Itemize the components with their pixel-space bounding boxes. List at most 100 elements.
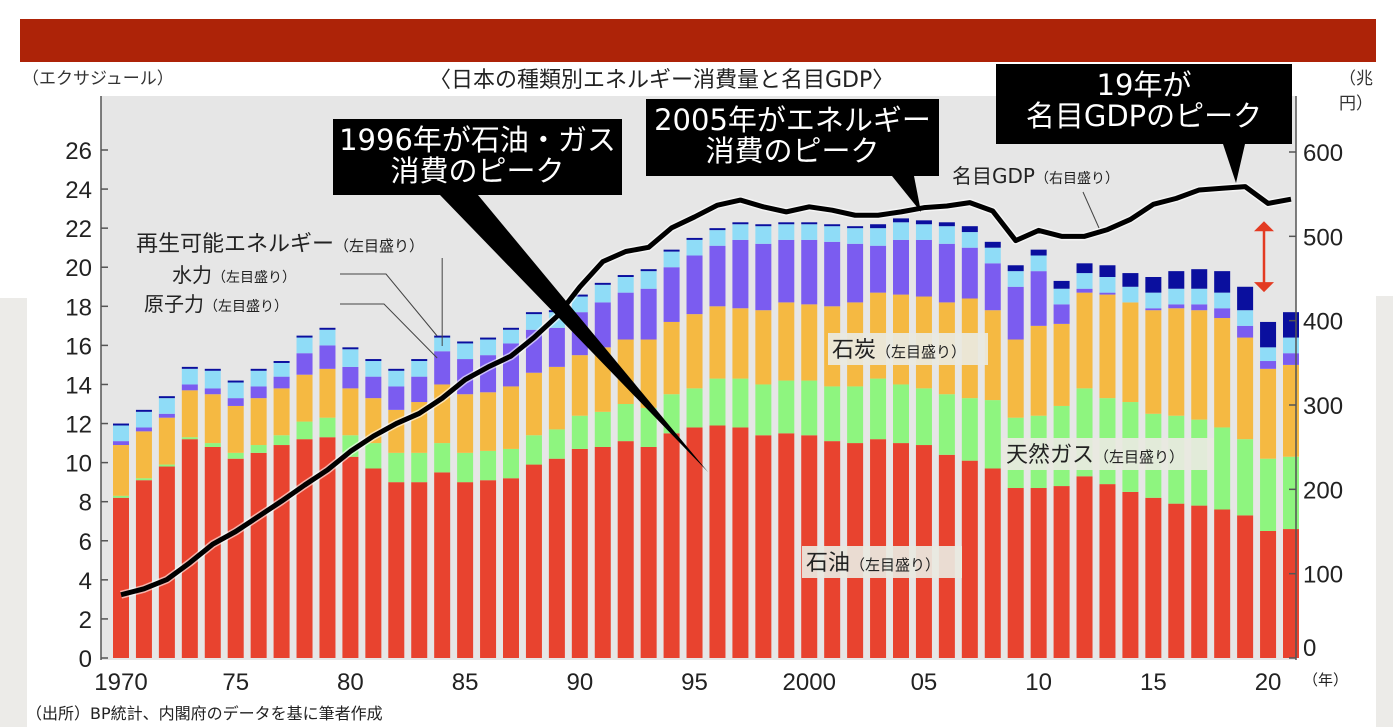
bar-hydro-2019 <box>1237 310 1254 326</box>
bar-stack-1984 <box>434 335 451 658</box>
bar-oil-2013 <box>1099 484 1116 658</box>
bar-hydro-1996 <box>709 230 726 246</box>
y-tick-label-12: 12 <box>65 412 92 439</box>
y-tick-label-4: 4 <box>79 568 92 595</box>
callout-line-energy-peak-1: 消費のピーク <box>705 134 879 168</box>
callout-box-energy-peak <box>646 99 939 176</box>
bar-natural_gas-1991 <box>594 411 611 447</box>
bar-coal-1970 <box>113 445 129 496</box>
bar-hydro-2013 <box>1099 277 1116 293</box>
chart-title: 〈日本の種類別エネルギー消費量と名目GDP〉 <box>429 68 895 93</box>
bar-renewables-2010 <box>1030 249 1047 256</box>
series-label-bg-natural_gas <box>1002 438 1214 470</box>
bar-coal-1985 <box>457 394 474 453</box>
bar-coal-1993 <box>640 339 657 408</box>
bar-nuclear-1975 <box>227 398 244 406</box>
bar-hydro-1985 <box>457 343 474 360</box>
bar-natural_gas-1992 <box>617 404 634 442</box>
bar-oil-1972 <box>158 466 175 658</box>
x-tick-label-1970: 1970 <box>94 669 147 696</box>
bar-renewables-1971 <box>135 409 152 412</box>
bar-stack-1995 <box>686 237 703 658</box>
bar-renewables-1973 <box>181 366 198 369</box>
bar-stack-1972 <box>158 396 175 658</box>
bar-nuclear-1983 <box>411 376 428 403</box>
axis-note-oil: （左目盛り） <box>850 556 940 574</box>
y-tick-label-16: 16 <box>65 333 92 360</box>
bar-coal-1988 <box>525 372 542 436</box>
bar-oil-1971 <box>135 480 152 658</box>
bar-oil-1986 <box>480 480 497 658</box>
bar-renewables-1978 <box>296 335 313 338</box>
bar-oil-1990 <box>571 448 588 658</box>
bar-stack-2000 <box>801 222 818 658</box>
bar-natural_gas-2019 <box>1237 439 1254 516</box>
bar-renewables-1981 <box>365 359 382 362</box>
bar-stack-1975 <box>227 380 244 658</box>
bar-renewables-1979 <box>319 327 336 330</box>
x-tick-label-2000: 2000 <box>783 669 836 696</box>
y-tick-label-0: 0 <box>79 646 92 673</box>
bar-stack-1996 <box>709 228 726 658</box>
bar-renewables-1992 <box>617 275 634 277</box>
bar-hydro-1993 <box>640 271 657 289</box>
bar-oil-2021 <box>1283 529 1299 658</box>
bar-coal-1977 <box>273 388 290 436</box>
bar-renewables-1980 <box>342 347 359 350</box>
bar-natural_gas-1979 <box>319 417 336 438</box>
bar-nuclear-1980 <box>342 366 359 389</box>
bar-natural_gas-1976 <box>250 445 267 453</box>
right-background-panel <box>1376 296 1393 727</box>
bar-stack-2009 <box>1007 265 1024 658</box>
bar-natural_gas-1983 <box>411 452 428 483</box>
axis-note-coal: （左目盛り） <box>876 343 966 361</box>
bar-stack-2003 <box>870 224 887 658</box>
bar-natural_gas-2007 <box>961 398 978 461</box>
bar-natural_gas-1982 <box>388 452 405 483</box>
bar-renewables-2018 <box>1214 271 1231 293</box>
series-label-text-nuclear: 原子力（左目盛り） <box>144 292 288 316</box>
bar-stack-1985 <box>457 341 474 658</box>
bar-oil-1978 <box>296 439 313 658</box>
callout-line-gdp-peak-1: 名目GDPのピーク <box>1026 99 1262 133</box>
callout-line-gdp-peak-0: 19年が <box>1097 68 1192 102</box>
bar-renewables-2011 <box>1053 280 1070 289</box>
bar-renewables-1988 <box>525 312 542 315</box>
bar-stack-1971 <box>135 409 152 658</box>
callout-line-energy-peak-0: 2005年がエネルギー <box>654 103 931 137</box>
bar-renewables-1993 <box>640 269 657 272</box>
bar-natural_gas-1985 <box>457 452 474 483</box>
left-background-panel <box>0 298 27 727</box>
bar-nuclear-2020 <box>1260 361 1277 369</box>
bar-stack-1998 <box>755 224 772 658</box>
callout-pointer-oil-gas-peak <box>440 195 708 472</box>
bar-natural_gas-1972 <box>158 464 175 467</box>
bar-nuclear-1994 <box>663 267 680 322</box>
bar-nuclear-1971 <box>135 427 152 432</box>
bar-renewables-1982 <box>388 368 405 371</box>
bar-renewables-1987 <box>503 327 519 330</box>
bar-oil-1980 <box>342 456 359 658</box>
y-tick-label-10: 10 <box>65 451 92 478</box>
bar-coal-1996 <box>709 306 726 379</box>
bar-coal-2017 <box>1191 310 1208 420</box>
bar-coal-2018 <box>1214 318 1231 428</box>
bar-nuclear-1981 <box>365 376 382 399</box>
bar-stack-1970 <box>113 423 129 658</box>
x-axis-unit: （年） <box>1303 671 1348 689</box>
bar-hydro-2018 <box>1214 292 1231 309</box>
bar-coal-2009 <box>1007 339 1024 418</box>
bar-nuclear-2019 <box>1237 325 1254 338</box>
bar-coal-1973 <box>181 390 198 438</box>
bar-hydro-2015 <box>1145 292 1162 309</box>
bar-natural_gas-1970 <box>113 495 129 498</box>
bar-stack-2001 <box>824 224 841 658</box>
bar-coal-2016 <box>1168 308 1185 416</box>
bar-renewables-1990 <box>571 294 588 297</box>
bar-renewables-1977 <box>273 361 290 363</box>
bar-natural_gas-1978 <box>296 421 313 440</box>
bar-hydro-2021 <box>1283 337 1299 354</box>
bar-natural_gas-1998 <box>755 384 772 436</box>
